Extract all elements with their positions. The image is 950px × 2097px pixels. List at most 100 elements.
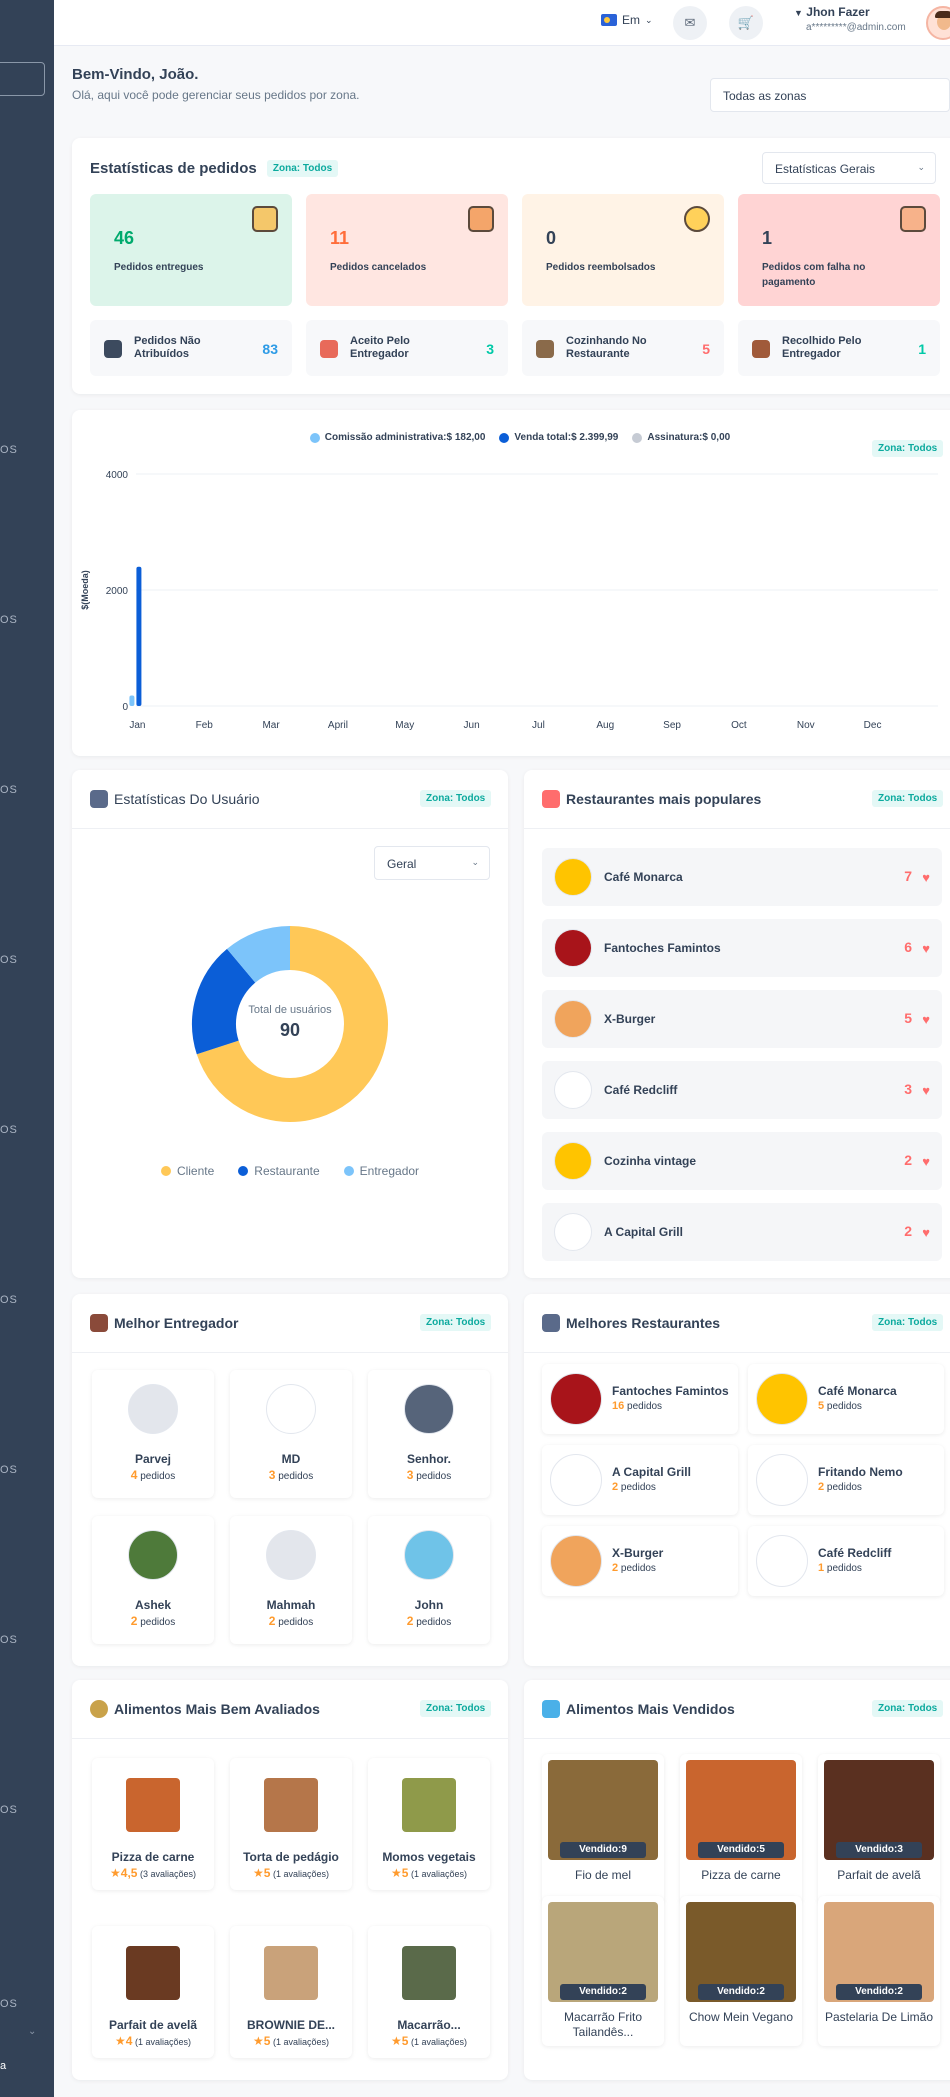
chevron-down-icon[interactable]: ⌄ (28, 2026, 37, 2037)
legend-item[interactable]: Entregador (343, 1164, 419, 1178)
cart-button[interactable]: 🛒 (729, 6, 763, 40)
restaurant-logo (550, 1373, 602, 1425)
legend-item[interactable]: Assinatura:$ 0,00 (632, 432, 730, 443)
sidebar-item[interactable]: OS (0, 614, 18, 626)
donut-slice-restaurante[interactable] (192, 948, 256, 1055)
heart-icon: ♥ (922, 870, 930, 885)
food-card[interactable]: BROWNIE DE... ★5 (1 avaliações) (230, 1926, 352, 2058)
top-restaurant-card[interactable]: Café Monarca 5 pedidos (748, 1364, 944, 1434)
page-title: Bem-Vindo, João. (72, 66, 199, 83)
deliveryman-card[interactable]: MD 3 pedidos (230, 1370, 352, 1498)
bar-venda-total[interactable] (136, 566, 142, 706)
food-name: Pastelaria De Limão (824, 2010, 934, 2024)
y-tick-label: 0 (122, 702, 128, 713)
bar-comissão-administrativa[interactable] (129, 695, 135, 706)
message-icon: ✉ (684, 15, 696, 30)
food-card[interactable]: Momos vegetais ★5 (1 avaliações) (368, 1758, 490, 1890)
deliveryman-card[interactable]: John 2 pedidos (368, 1516, 490, 1644)
zone-select[interactable]: Todas as zonas (710, 78, 950, 112)
food-name: Pizza de carne (111, 1850, 195, 1864)
restaurant-name: Fantoches Famintos (604, 941, 721, 955)
food-name: Chow Mein Vegano (688, 2010, 794, 2024)
stat-label: Pedidos entregues (114, 262, 204, 273)
sold-food-card[interactable]: Vendido:2 Chow Mein Vegano (680, 1896, 802, 2046)
restaurant-orders: 16 pedidos (612, 1400, 663, 1412)
legend-item[interactable]: Cliente (160, 1164, 214, 1178)
refunded-orders-stat[interactable]: 0 Pedidos reembolsados (522, 194, 724, 306)
heart-chat-icon (542, 790, 560, 808)
sold-food-card[interactable]: Vendido:5 Pizza de carne (680, 1754, 802, 1904)
legend-item[interactable]: Comissão administrativa:$ 182,00 (309, 432, 485, 443)
accepted-orders-stat[interactable]: Aceito Pelo Entregador 3 (306, 320, 508, 376)
sidebar-item[interactable]: OS (0, 1634, 18, 1646)
delivery-bike-icon (320, 340, 338, 358)
food-card[interactable]: Torta de pedágio ★5 (1 avaliações) (230, 1758, 352, 1890)
chef-icon (536, 340, 554, 358)
heart-icon: ♥ (922, 1083, 930, 1098)
deliveryman-card[interactable]: Senhor. 3 pedidos (368, 1370, 490, 1498)
restaurant-logo (554, 1142, 592, 1180)
food-card[interactable]: Parfait de avelã ★4 (1 avaliações) (92, 1926, 214, 2058)
sold-food-card[interactable]: Vendido:2 Macarrão Frito Tailandês... (542, 1896, 664, 2046)
popular-restaurant-item[interactable]: A Capital Grill 2 ♥ (542, 1203, 942, 1261)
x-tick-label: Jul (532, 720, 545, 731)
sold-food-card[interactable]: Vendido:9 Fio de mel (542, 1754, 664, 1904)
deliveryman-card[interactable]: Parvej 4 pedidos (92, 1370, 214, 1498)
top-restaurant-card[interactable]: X-Burger 2 pedidos (542, 1526, 738, 1596)
cancelled-orders-stat[interactable]: 11 Pedidos cancelados (306, 194, 508, 306)
sidebar-item[interactable]: OS (0, 444, 18, 456)
food-card[interactable]: Macarrão... ★5 (1 avaliações) (368, 1926, 490, 2058)
avatar[interactable] (926, 6, 950, 40)
food-rating: ★5 (1 avaliações) (391, 2034, 467, 2048)
popular-restaurant-item[interactable]: Café Monarca 7 ♥ (542, 848, 942, 906)
unassigned-orders-stat[interactable]: Pedidos Não Atribuídos 83 (90, 320, 292, 376)
cooking-orders-stat[interactable]: Cozinhando No Restaurante 5 (522, 320, 724, 376)
legend-item[interactable]: Restaurante (238, 1164, 320, 1178)
picked-up-orders-stat[interactable]: Recolhido Pelo Entregador 1 (738, 320, 940, 376)
restaurant-logo (756, 1454, 808, 1506)
popular-restaurant-item[interactable]: Café Redcliff 3 ♥ (542, 1061, 942, 1119)
popular-restaurant-item[interactable]: Fantoches Famintos 6 ♥ (542, 919, 942, 977)
top-restaurant-card[interactable]: Fantoches Famintos 16 pedidos (542, 1364, 738, 1434)
x-tick-label: Sep (663, 720, 681, 731)
top-restaurant-card[interactable]: A Capital Grill 2 pedidos (542, 1445, 738, 1515)
zone-badge: Zona: Todos (872, 1314, 944, 1331)
top-restaurant-card[interactable]: Fritando Nemo 2 pedidos (748, 1445, 944, 1515)
legend-item[interactable]: Venda total:$ 2.399,99 (499, 432, 618, 443)
failed-payment-stat[interactable]: 1 Pedidos com falha no pagamento (738, 194, 940, 306)
sold-food-card[interactable]: Vendido:3 Parfait de avelã (818, 1754, 940, 1904)
zone-badge: Zona: Todos (420, 1700, 492, 1717)
popular-restaurant-item[interactable]: Cozinha vintage 2 ♥ (542, 1132, 942, 1190)
popular-restaurant-item[interactable]: X-Burger 5 ♥ (542, 990, 942, 1048)
sold-count-badge: Vendido:5 (698, 1842, 784, 1858)
restaurant-orders: 5 pedidos (818, 1400, 862, 1412)
stats-type-select[interactable]: Estatísticas Gerais ⌄ (762, 152, 936, 184)
deliveryman-card[interactable]: Mahmah 2 pedidos (230, 1516, 352, 1644)
stat-label: Pedidos com falha no pagamento (762, 262, 866, 288)
deliveryman-card[interactable]: Ashek 2 pedidos (92, 1516, 214, 1644)
donut-slice-cliente[interactable] (196, 926, 388, 1122)
sold-food-card[interactable]: Vendido:2 Pastelaria De Limão (818, 1896, 940, 2046)
sidebar-search-box[interactable] (0, 62, 45, 96)
top-selling-foods-card: Alimentos Mais Vendidos Zona: Todos Vend… (524, 1680, 950, 2080)
sidebar-item[interactable]: OS (0, 1464, 18, 1476)
food-image (126, 1778, 180, 1832)
user-stats-select[interactable]: Geral ⌄ (374, 846, 490, 880)
deliveryman-name: Senhor. (406, 1452, 451, 1466)
zone-badge: Zona: Todos (872, 790, 944, 807)
delivered-orders-stat[interactable]: 46 Pedidos entregues (90, 194, 292, 306)
sidebar-item[interactable]: OS (0, 1124, 18, 1136)
language-selector[interactable]: Em ⌄ (601, 13, 653, 27)
top-restaurant-card[interactable]: Café Redcliff 1 pedidos (748, 1526, 944, 1596)
sidebar-item[interactable]: OS (0, 1804, 18, 1816)
sidebar-item[interactable]: OS (0, 1294, 18, 1306)
restaurant-orders: 1 pedidos (818, 1562, 862, 1574)
sidebar-item[interactable]: OS (0, 1998, 18, 2010)
message-button[interactable]: ✉ (673, 6, 707, 40)
sidebar-item[interactable]: OS (0, 954, 18, 966)
donut-slice-entregador[interactable] (227, 926, 291, 984)
user-name[interactable]: ▼ Jhon Fazer (794, 5, 870, 19)
restaurant-name: Fritando Nemo (818, 1465, 903, 1479)
sidebar-item[interactable]: OS (0, 784, 18, 796)
food-card[interactable]: Pizza de carne ★4,5 (3 avaliações) (92, 1758, 214, 1890)
